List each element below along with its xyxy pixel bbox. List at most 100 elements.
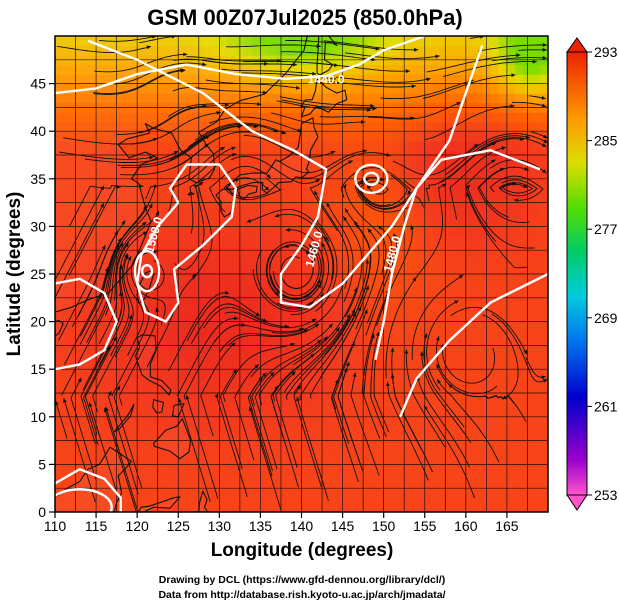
heat-cell: [186, 254, 196, 266]
heat-cell: [465, 492, 475, 504]
heat-cell: [268, 473, 278, 485]
y-tick-label: 5: [38, 456, 46, 472]
heat-cell: [128, 321, 138, 332]
heat-cell: [285, 312, 294, 323]
y-tick-label: 15: [30, 361, 46, 377]
heat-cell: [186, 112, 196, 123]
streamline-arrow: [541, 375, 546, 380]
credit-data: Data from http://database.rish.kyoto-u.a…: [158, 589, 445, 601]
heat-cell: [178, 216, 188, 227]
heat-cell: [457, 93, 467, 104]
heat-cell: [211, 121, 220, 132]
streamline: [376, 225, 413, 326]
heat-cell: [416, 302, 426, 313]
heat-cell: [120, 112, 130, 123]
heat-cell: [211, 407, 220, 418]
heat-cell: [186, 359, 196, 370]
heat-cell: [342, 378, 352, 389]
streamline-arrow: [465, 184, 470, 190]
heat-cell: [243, 235, 253, 247]
heat-cell: [293, 369, 303, 380]
heat-cell: [268, 235, 278, 247]
heat-cell: [87, 207, 97, 218]
streamline-arrow: [148, 203, 153, 209]
heat-cell: [531, 207, 541, 218]
heat-cell: [211, 312, 220, 323]
heat-cell: [120, 502, 130, 512]
heat-cell: [301, 254, 311, 266]
heat-cell: [474, 445, 483, 456]
heat-cell: [539, 121, 548, 132]
heat-cell: [408, 454, 418, 465]
heat-cell: [375, 302, 385, 313]
heat-cell: [515, 407, 524, 418]
heat-cell: [506, 397, 516, 408]
streamline: [309, 306, 362, 399]
heat-cell: [465, 502, 475, 512]
heat-cell: [367, 445, 377, 456]
heat-cell: [449, 264, 459, 275]
heat-cell: [170, 83, 179, 94]
heat-cell: [227, 140, 237, 151]
heat-cell: [120, 83, 130, 94]
heat-cell: [375, 283, 385, 294]
heat-cell: [55, 74, 64, 85]
heat-cell: [128, 112, 138, 123]
heat-cell: [128, 74, 138, 85]
heat-cell: [285, 121, 294, 132]
heat-cell: [506, 369, 516, 380]
heat-cell: [161, 397, 171, 408]
heat-cell: [170, 131, 179, 142]
heat-cell: [87, 131, 97, 142]
heat-cell: [334, 235, 344, 247]
heat-cell: [96, 235, 105, 247]
heat-cell: [531, 321, 541, 332]
heat-cell: [260, 216, 270, 227]
heat-cell: [449, 226, 459, 237]
heat-cell: [87, 454, 97, 465]
heat-cell: [449, 159, 459, 170]
heat-cell: [350, 36, 360, 47]
heat-cell: [211, 302, 220, 313]
heat-cell: [391, 426, 401, 437]
heat-cell: [219, 216, 229, 227]
heat-cell: [432, 140, 442, 151]
heat-cell: [515, 397, 524, 408]
heat-cell: [178, 302, 188, 313]
heat-cell: [408, 74, 418, 85]
heat-cell: [367, 321, 377, 332]
heat-cell: [350, 254, 360, 266]
heat-cell: [375, 492, 385, 504]
streamline: [219, 368, 243, 470]
heat-cell: [87, 264, 97, 275]
heat-cell: [474, 359, 483, 370]
heat-cell: [326, 131, 335, 142]
heat-cell: [498, 454, 508, 465]
heat-cell: [137, 121, 146, 132]
streamline: [283, 313, 351, 393]
heat-cell: [145, 112, 155, 123]
heat-cell: [63, 502, 73, 512]
heat-cell: [367, 416, 377, 427]
heat-cell: [252, 112, 262, 123]
streamline: [92, 314, 132, 412]
heat-cell: [465, 36, 475, 47]
heat-cell: [326, 140, 335, 151]
heat-cell: [474, 226, 483, 237]
heat-cell: [178, 169, 188, 180]
heat-cell: [161, 131, 171, 142]
streamline-arrow: [353, 287, 358, 292]
heat-cell: [515, 254, 524, 266]
heat-cell: [170, 169, 179, 180]
heat-cell: [334, 302, 344, 313]
heat-cell: [285, 445, 294, 456]
heat-cell: [227, 397, 237, 408]
heat-cell: [432, 283, 442, 294]
heat-cell: [465, 407, 475, 418]
heat-cell: [79, 254, 89, 266]
heat-cell: [161, 36, 171, 47]
heat-cell: [457, 331, 467, 342]
heat-cell: [79, 378, 89, 389]
heat-cell: [498, 473, 508, 485]
heat-cell: [219, 159, 229, 170]
